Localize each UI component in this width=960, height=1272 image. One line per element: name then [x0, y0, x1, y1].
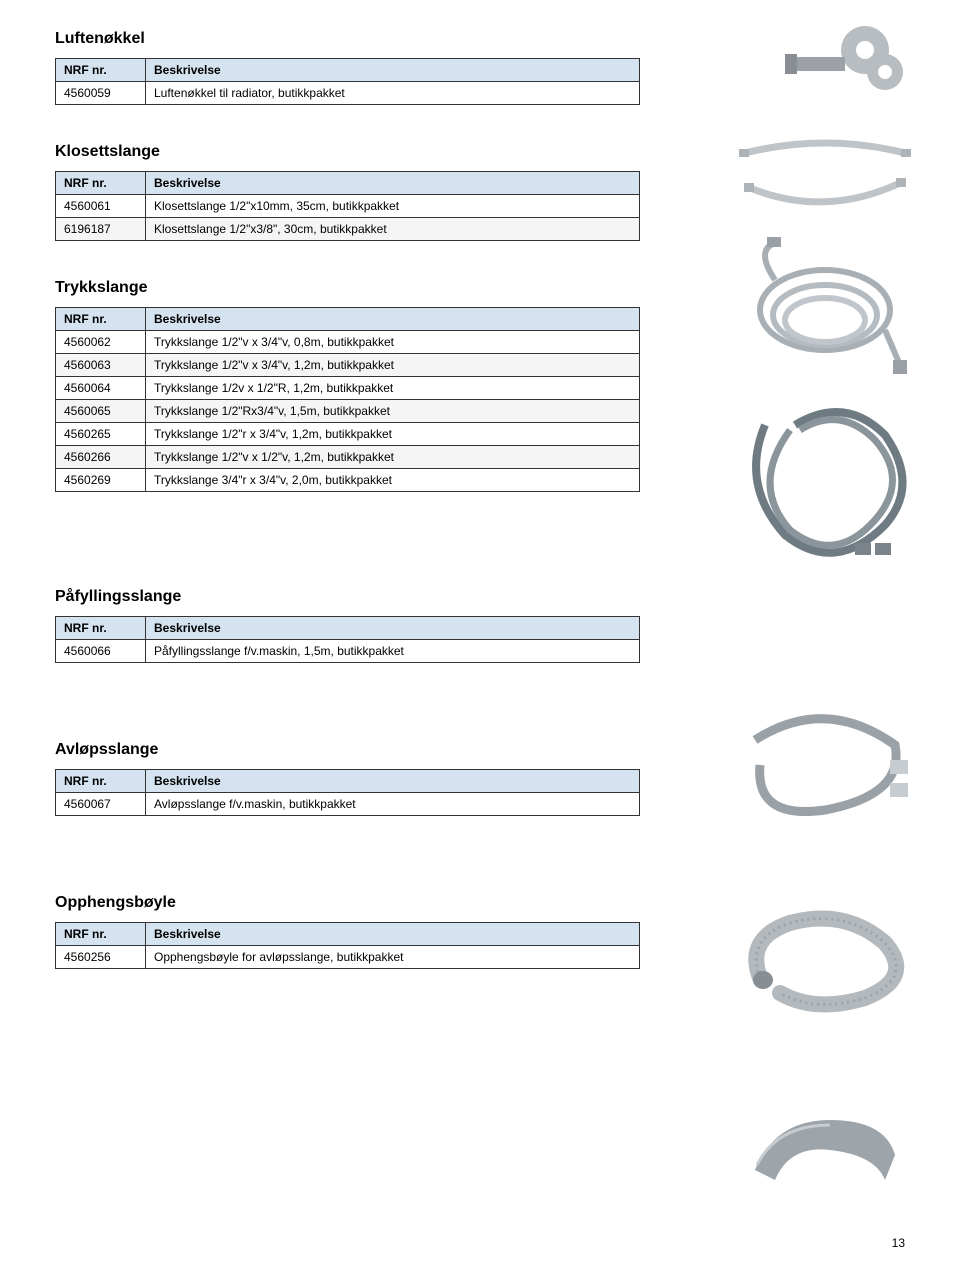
section-pafyllingsslange: Påfyllingsslange NRF nr. Beskrivelse 456…	[55, 588, 960, 663]
page-number: 13	[892, 1236, 905, 1250]
cell-nrf: 4560256	[56, 946, 146, 969]
table-luftenokkel: NRF nr. Beskrivelse 4560059 Luftenøkkel …	[55, 58, 640, 105]
table-row: 4560065Trykkslange 1/2"Rx3/4"v, 1,5m, bu…	[56, 400, 640, 423]
table-opphengsboyle: NRF nr. Beskrivelse 4560256Opphengsbøyle…	[55, 922, 640, 969]
table-row: 4560265Trykkslange 1/2"r x 3/4"v, 1,2m, …	[56, 423, 640, 446]
product-image-luftenokkel	[755, 20, 915, 100]
cell-desc: Klosettslange 1/2"x10mm, 35cm, butikkpak…	[146, 195, 640, 218]
table-row: 4560266Trykkslange 1/2"v x 1/2"v, 1,2m, …	[56, 446, 640, 469]
cell-nrf: 4560065	[56, 400, 146, 423]
col-header-nrf: NRF nr.	[56, 617, 146, 640]
col-header-desc: Beskrivelse	[146, 923, 640, 946]
col-header-desc: Beskrivelse	[146, 308, 640, 331]
cell-nrf: 4560062	[56, 331, 146, 354]
spacer	[55, 854, 960, 894]
cell-nrf: 4560064	[56, 377, 146, 400]
table-klosettslange: NRF nr. Beskrivelse 4560061 Klosettslang…	[55, 171, 640, 241]
col-header-nrf: NRF nr.	[56, 59, 146, 82]
table-row: 4560269Trykkslange 3/4"r x 3/4"v, 2,0m, …	[56, 469, 640, 492]
cell-desc: Påfyllingsslange f/v.maskin, 1,5m, butik…	[146, 640, 640, 663]
cell-nrf: 4560066	[56, 640, 146, 663]
cell-nrf: 4560059	[56, 82, 146, 105]
cell-desc: Opphengsbøyle for avløpsslange, butikkpa…	[146, 946, 640, 969]
table-row: 4560256Opphengsbøyle for avløpsslange, b…	[56, 946, 640, 969]
table-row: 4560059 Luftenøkkel til radiator, butikk…	[56, 82, 640, 105]
product-image-trykkslange-coil	[735, 235, 915, 390]
section-title: Påfyllingsslange	[55, 588, 960, 606]
cell-desc: Trykkslange 3/4"r x 3/4"v, 2,0m, butikkp…	[146, 469, 640, 492]
col-header-nrf: NRF nr.	[56, 172, 146, 195]
table-row: 4560064Trykkslange 1/2v x 1/2"R, 1,2m, b…	[56, 377, 640, 400]
cell-desc: Klosettslange 1/2"x3/8", 30cm, butikkpak…	[146, 218, 640, 241]
cell-nrf: 4560067	[56, 793, 146, 816]
product-image-pafyllingsslange	[735, 705, 915, 835]
cell-desc: Trykkslange 1/2"v x 3/4"v, 1,2m, butikkp…	[146, 354, 640, 377]
cell-nrf: 4560266	[56, 446, 146, 469]
col-header-nrf: NRF nr.	[56, 923, 146, 946]
cell-desc: Trykkslange 1/2"r x 3/4"v, 1,2m, butikkp…	[146, 423, 640, 446]
table-pafyllingsslange: NRF nr. Beskrivelse 4560066Påfyllingssla…	[55, 616, 640, 663]
cell-desc: Avløpsslange f/v.maskin, butikkpakket	[146, 793, 640, 816]
cell-desc: Trykkslange 1/2v x 1/2"R, 1,2m, butikkpa…	[146, 377, 640, 400]
col-header-desc: Beskrivelse	[146, 59, 640, 82]
table-row: 4560066Påfyllingsslange f/v.maskin, 1,5m…	[56, 640, 640, 663]
col-header-desc: Beskrivelse	[146, 617, 640, 640]
cell-nrf: 4560063	[56, 354, 146, 377]
table-avlopsslange: NRF nr. Beskrivelse 4560067Avløpsslange …	[55, 769, 640, 816]
table-row: 4560063Trykkslange 1/2"v x 3/4"v, 1,2m, …	[56, 354, 640, 377]
product-image-klosettslange	[735, 128, 915, 218]
table-row: 4560062Trykkslange 1/2"v x 3/4"v, 0,8m, …	[56, 331, 640, 354]
cell-nrf: 6196187	[56, 218, 146, 241]
cell-desc: Luftenøkkel til radiator, butikkpakket	[146, 82, 640, 105]
col-header-nrf: NRF nr.	[56, 308, 146, 331]
cell-desc: Trykkslange 1/2"v x 1/2"v, 1,2m, butikkp…	[146, 446, 640, 469]
cell-desc: Trykkslange 1/2"Rx3/4"v, 1,5m, butikkpak…	[146, 400, 640, 423]
table-row: 6196187 Klosettslange 1/2"x3/8", 30cm, b…	[56, 218, 640, 241]
cell-desc: Trykkslange 1/2"v x 3/4"v, 0,8m, butikkp…	[146, 331, 640, 354]
product-image-opphengsboyle	[735, 1095, 915, 1195]
table-trykkslange: NRF nr. Beskrivelse 4560062Trykkslange 1…	[55, 307, 640, 492]
table-row: 4560067Avløpsslange f/v.maskin, butikkpa…	[56, 793, 640, 816]
table-row: 4560061 Klosettslange 1/2"x10mm, 35cm, b…	[56, 195, 640, 218]
col-header-nrf: NRF nr.	[56, 770, 146, 793]
cell-nrf: 4560265	[56, 423, 146, 446]
col-header-desc: Beskrivelse	[146, 770, 640, 793]
col-header-desc: Beskrivelse	[146, 172, 640, 195]
cell-nrf: 4560061	[56, 195, 146, 218]
cell-nrf: 4560269	[56, 469, 146, 492]
product-image-trykkslange-loop	[735, 395, 915, 565]
product-image-avlopsslange	[735, 898, 915, 1028]
